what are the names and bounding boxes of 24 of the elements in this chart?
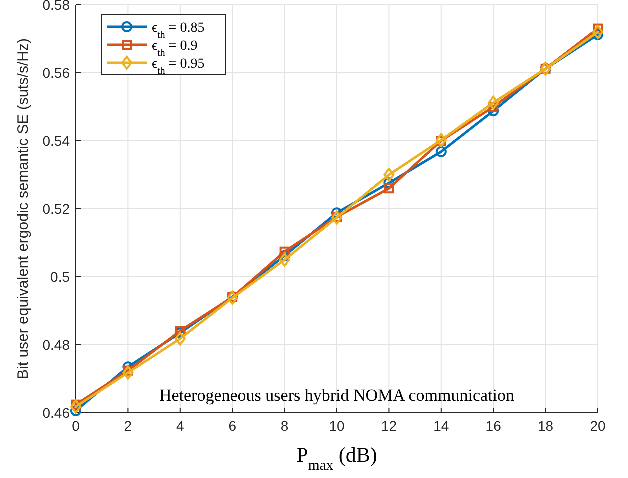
legend-label: ϵ$_{th}$ = 0.9 <box>152 39 198 58</box>
legend-label: ϵ$_{th}$ = 0.95 <box>152 57 205 76</box>
x-tick-label: 20 <box>590 418 606 434</box>
x-tick-label: 12 <box>381 418 398 434</box>
x-axis-title: P$_{max}$ (dB) <box>296 443 378 474</box>
y-tick-label: 0.52 <box>42 201 70 217</box>
x-tick-label: 14 <box>434 418 450 434</box>
legend-label: ϵ$_{th}$ = 0.85 <box>152 21 205 40</box>
x-tick-label: 2 <box>124 418 132 434</box>
x-tick-label: 0 <box>72 418 80 434</box>
x-tick-label: 6 <box>228 418 237 434</box>
y-tick-label: 0.48 <box>42 337 70 353</box>
y-axis-title: Bit user equivalent ergodic semantic SE (suts/s/Hz) <box>15 38 32 380</box>
x-tick-label: 4 <box>176 418 184 434</box>
y-tick-label: 0.46 <box>42 405 70 421</box>
y-tick-label: 0.5 <box>50 269 70 285</box>
y-tick-label: 0.58 <box>42 0 70 13</box>
x-tick-label: 18 <box>538 418 554 434</box>
x-tick-label: 10 <box>329 418 345 434</box>
y-tick-label: 0.56 <box>42 65 70 81</box>
x-tick-label: 8 <box>280 418 289 434</box>
annotation: Heterogeneous users hybrid NOMA communication <box>159 386 516 405</box>
y-tick-label: 0.54 <box>42 133 70 149</box>
x-tick-label: 16 <box>486 418 502 434</box>
